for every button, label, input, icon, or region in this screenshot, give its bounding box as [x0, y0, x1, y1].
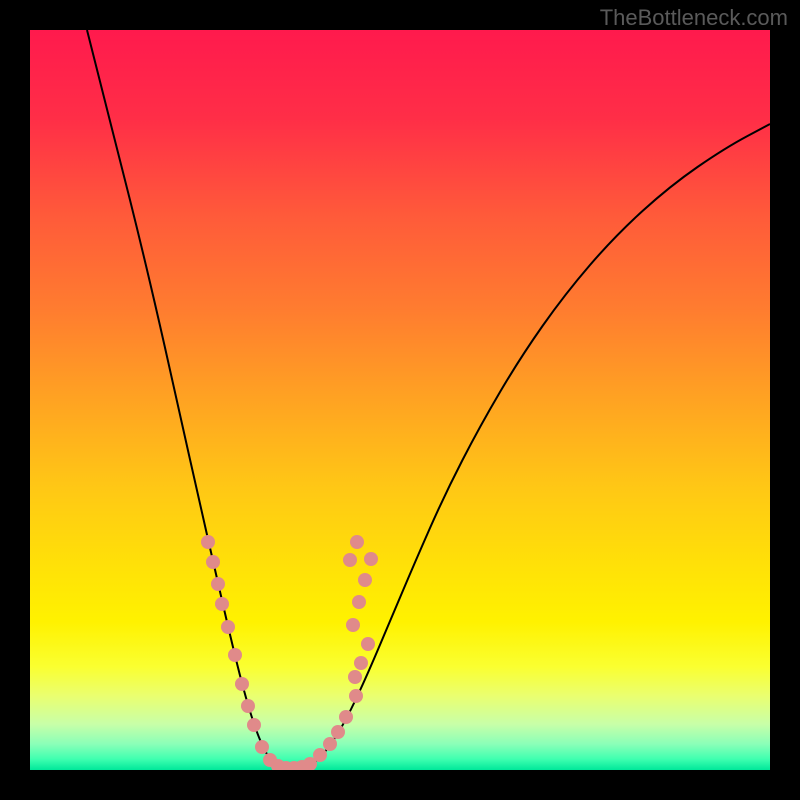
data-marker [255, 740, 269, 754]
data-marker [211, 577, 225, 591]
data-marker [323, 737, 337, 751]
curve-left-branch [87, 30, 286, 770]
data-marker [241, 699, 255, 713]
data-marker [346, 618, 360, 632]
data-marker [350, 535, 364, 549]
data-marker [228, 648, 242, 662]
plot-area [30, 30, 770, 770]
data-markers [201, 535, 378, 770]
curve-layer [30, 30, 770, 770]
data-marker [343, 553, 357, 567]
data-marker [364, 552, 378, 566]
data-marker [361, 637, 375, 651]
data-marker [201, 535, 215, 549]
data-marker [352, 595, 366, 609]
data-marker [235, 677, 249, 691]
data-marker [349, 689, 363, 703]
watermark-text: TheBottleneck.com [600, 5, 788, 31]
data-marker [221, 620, 235, 634]
data-marker [215, 597, 229, 611]
data-marker [206, 555, 220, 569]
data-marker [313, 748, 327, 762]
data-marker [348, 670, 362, 684]
data-marker [358, 573, 372, 587]
data-marker [247, 718, 261, 732]
data-marker [339, 710, 353, 724]
data-marker [331, 725, 345, 739]
data-marker [354, 656, 368, 670]
